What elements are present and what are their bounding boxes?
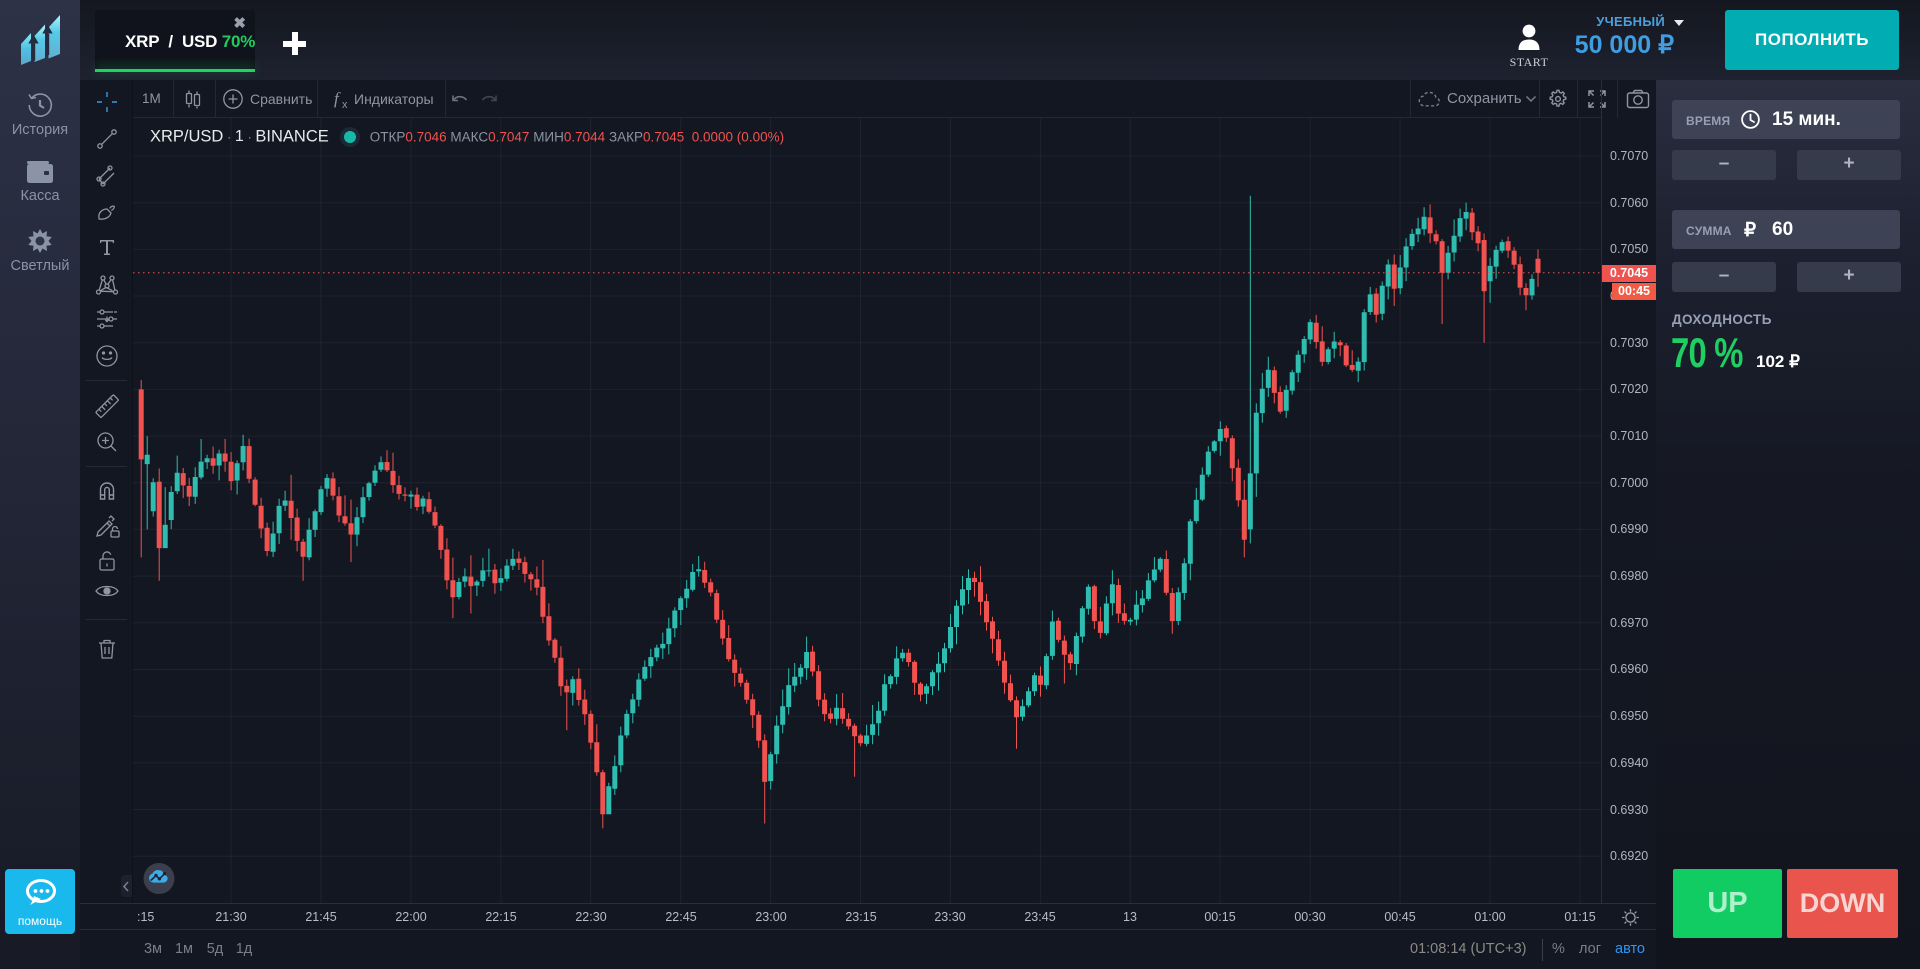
svg-text:f: f [334, 89, 341, 108]
svg-text:x: x [342, 99, 348, 110]
